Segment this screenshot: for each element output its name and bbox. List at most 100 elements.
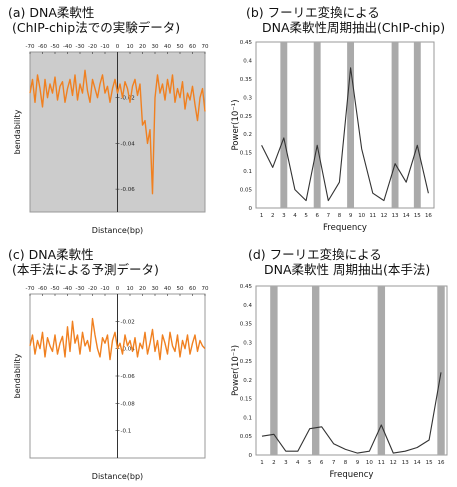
chart-c-x-tick: -70 xyxy=(26,286,35,292)
chart-b-y-tick: 0 xyxy=(249,206,253,212)
chart-b-highlight-band xyxy=(313,42,321,208)
chart-c-x-tick: 10 xyxy=(127,286,134,292)
chart-d-plot-area xyxy=(255,285,448,456)
chart-b-x-tick: 12 xyxy=(380,213,387,219)
chart-c-ylabel: bendability xyxy=(13,353,22,398)
chart-d-highlight-band xyxy=(270,286,278,455)
chart-c-x-tick: -40 xyxy=(63,286,72,292)
chart-b-x-tick: 5 xyxy=(304,213,308,219)
chart-a-x-tick: 20 xyxy=(139,44,146,50)
chart-a-series-line xyxy=(29,69,206,195)
chart-c-series-line xyxy=(29,317,206,361)
chart-d-x-tick: 16 xyxy=(438,460,445,466)
chart-b-highlight-band xyxy=(413,42,421,208)
chart-d-x-tick: 4 xyxy=(296,460,300,466)
chart-b-x-tick: 7 xyxy=(327,213,331,219)
chart-d-x-tick: 14 xyxy=(414,460,421,466)
chart-b-x-tick: 10 xyxy=(358,213,365,219)
chart-d-y-tick: 0.45 xyxy=(240,284,253,290)
chart-b-y-tick: 0.35 xyxy=(240,77,253,83)
chart-c-y-tick: -0.06 xyxy=(121,374,136,380)
chart-d-y-tick: 0.2 xyxy=(243,378,252,384)
chart-a-group: -70 -60 -50 -40 -30 -20 -10 0 10 20 30 40 50 60 70 -0.0… xyxy=(13,44,209,235)
chart-c-x-tick: -20 xyxy=(88,286,97,292)
chart-d-x-tick: 11 xyxy=(378,460,385,466)
chart-b-y-tick: 0.25 xyxy=(240,114,253,120)
chart-a-subtitle: (ChIP-chip法での実験データ) xyxy=(12,20,181,35)
chart-d-y-tick: 0 xyxy=(249,453,253,459)
chart-d-x-tick: 9 xyxy=(356,460,360,466)
chart-b-y-tick: 0.1 xyxy=(243,169,252,175)
chart-a-x-tick: -30 xyxy=(76,44,85,50)
chart-b-ylabel: Power(10⁻¹) xyxy=(231,99,241,150)
chart-b-y-tick: 0.2 xyxy=(243,132,252,138)
chart-d-title: (d) フーリエ変換による xyxy=(248,247,382,262)
chart-d-x-tick: 13 xyxy=(402,460,409,466)
chart-b-x-tick: 6 xyxy=(315,213,319,219)
chart-d-y-tick: 0.1 xyxy=(243,415,252,421)
chart-a-x-tick: 30 xyxy=(152,44,159,50)
chart-d-x-tick: 7 xyxy=(332,460,336,466)
chart-b-subtitle: DNA柔軟性周期抽出(ChIP-chip) xyxy=(262,20,446,35)
chart-b-x-tick: 11 xyxy=(369,213,376,219)
chart-a-y-tick: -0.06 xyxy=(121,187,136,193)
chart-d-xlabel: Frequency xyxy=(330,470,374,480)
chart-c-x-tick: 70 xyxy=(202,286,209,292)
chart-d-y-tick: 0.05 xyxy=(240,434,253,440)
chart-d-highlight-band xyxy=(311,286,320,455)
chart-c-x-tick: 50 xyxy=(177,286,184,292)
chart-d-subtitle: DNA柔軟性 周期抽出(本手法) xyxy=(264,262,431,277)
chart-a-x-tick: -70 xyxy=(26,44,35,50)
chart-b-y-tick: 0.15 xyxy=(240,151,253,157)
chart-c-x-tick: 0 xyxy=(116,286,120,292)
chart-d-x-tick: 8 xyxy=(344,460,348,466)
chart-b-y-tick: 0.3 xyxy=(243,95,252,101)
chart-c-x-tick: 20 xyxy=(139,286,146,292)
chart-a-x-tick: 60 xyxy=(189,44,196,50)
chart-a-x-tick: 0 xyxy=(116,44,120,50)
chart-d-ylabel: Power(10⁻¹) xyxy=(231,345,241,396)
chart-d-y-tick: 0.25 xyxy=(240,359,253,365)
chart-d-x-tick: 10 xyxy=(366,460,373,466)
chart-d-y-tick: 0.4 xyxy=(243,303,252,309)
chart-a-x-tick: 40 xyxy=(164,44,171,50)
chart-b-x-tick: 13 xyxy=(392,213,399,219)
chart-a-x-tick: -50 xyxy=(51,44,60,50)
chart-c-y-tick: -0.08 xyxy=(121,401,136,407)
chart-d-highlight-band xyxy=(437,286,445,455)
chart-a-x-tick: -20 xyxy=(88,44,97,50)
chart-a-x-tick: 50 xyxy=(177,44,184,50)
chart-a-y-tick: -0.04 xyxy=(121,141,136,147)
chart-b-y-tick: 0.45 xyxy=(240,40,253,46)
chart-c-x-tick: 40 xyxy=(164,286,171,292)
chart-c-x-tick: -50 xyxy=(51,286,60,292)
chart-c-x-tick: 30 xyxy=(152,286,159,292)
chart-a-y-tick: -0.02 xyxy=(121,96,135,102)
chart-d-y-tick: 0.15 xyxy=(240,397,253,403)
chart-a-x-tick: -60 xyxy=(38,44,47,50)
chart-b-highlight-band xyxy=(347,42,355,208)
chart-d-x-tick: 15 xyxy=(426,460,433,466)
chart-d-x-tick: 5 xyxy=(308,460,312,466)
chart-c-x-tick: -30 xyxy=(76,286,85,292)
chart-c-subtitle: (本手法による予測データ) xyxy=(12,262,159,277)
chart-c-x-tick: -10 xyxy=(101,286,110,292)
chart-b-y-tick: 0.4 xyxy=(243,58,252,64)
chart-d-highlight-band xyxy=(377,286,386,455)
chart-c-y-tick: -0.04 xyxy=(121,347,136,353)
chart-d-series-line xyxy=(261,372,442,454)
chart-b-xlabel: Frequency xyxy=(323,223,367,233)
chart-b-x-tick: 9 xyxy=(349,213,353,219)
chart-a-x-tick: 70 xyxy=(202,44,209,50)
chart-c-x-tick: 60 xyxy=(189,286,196,292)
chart-d-y-tick: 0.3 xyxy=(243,340,252,346)
chart-d-x-tick: 1 xyxy=(260,460,264,466)
chart-d-x-tick: 2 xyxy=(272,460,276,466)
chart-b-y-tick: 0.05 xyxy=(240,188,253,194)
chart-b-title: (b) フーリエ変換による xyxy=(246,5,380,20)
chart-c-y-tick: -0.1 xyxy=(121,429,132,435)
chart-a-x-tick: 10 xyxy=(127,44,134,50)
